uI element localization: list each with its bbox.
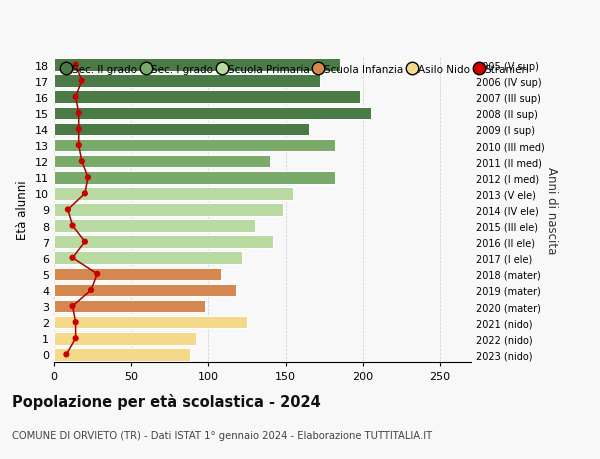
Point bbox=[77, 78, 86, 85]
Point bbox=[86, 286, 96, 294]
Point bbox=[63, 206, 73, 213]
Point bbox=[77, 158, 86, 165]
Point bbox=[74, 126, 83, 133]
Bar bbox=[54, 123, 309, 136]
Bar bbox=[54, 188, 293, 200]
Bar bbox=[54, 220, 255, 232]
Y-axis label: Età alunni: Età alunni bbox=[16, 180, 29, 240]
Bar bbox=[54, 348, 190, 361]
Bar bbox=[54, 332, 196, 345]
Bar bbox=[54, 300, 205, 313]
Bar bbox=[54, 236, 274, 248]
Bar bbox=[54, 204, 283, 216]
Point bbox=[74, 142, 83, 149]
Bar bbox=[54, 284, 236, 297]
Bar bbox=[54, 252, 242, 264]
Bar bbox=[54, 268, 221, 280]
Point bbox=[71, 62, 80, 69]
Y-axis label: Anni di nascita: Anni di nascita bbox=[545, 167, 559, 253]
Point bbox=[68, 303, 77, 310]
Point bbox=[71, 319, 80, 326]
Point bbox=[92, 270, 102, 278]
Bar bbox=[54, 140, 335, 152]
Bar bbox=[54, 172, 335, 184]
Bar bbox=[54, 316, 247, 329]
Bar bbox=[54, 107, 371, 120]
Point bbox=[68, 222, 77, 230]
Point bbox=[74, 110, 83, 117]
Point bbox=[62, 351, 71, 358]
Legend: Sec. II grado, Sec. I grado, Scuola Primaria, Scuola Infanzia, Asilo Nido, Stran: Sec. II grado, Sec. I grado, Scuola Prim… bbox=[59, 60, 533, 78]
Point bbox=[83, 174, 93, 181]
Bar bbox=[54, 91, 360, 104]
Point bbox=[71, 335, 80, 342]
Bar bbox=[54, 59, 340, 72]
Text: Popolazione per età scolastica - 2024: Popolazione per età scolastica - 2024 bbox=[12, 393, 321, 409]
Point bbox=[71, 94, 80, 101]
Point bbox=[80, 190, 89, 197]
Bar bbox=[54, 75, 320, 88]
Point bbox=[68, 254, 77, 262]
Text: COMUNE DI ORVIETO (TR) - Dati ISTAT 1° gennaio 2024 - Elaborazione TUTTITALIA.IT: COMUNE DI ORVIETO (TR) - Dati ISTAT 1° g… bbox=[12, 431, 432, 440]
Point bbox=[80, 238, 89, 246]
Bar bbox=[54, 156, 270, 168]
